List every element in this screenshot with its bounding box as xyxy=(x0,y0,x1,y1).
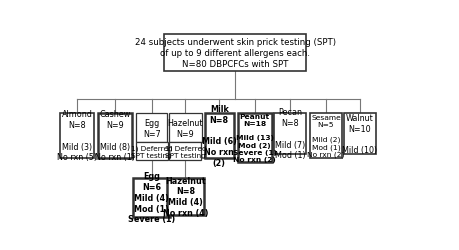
Text: Walnut
N=10

Mild (10): Walnut N=10 Mild (10) xyxy=(342,114,377,154)
FancyBboxPatch shape xyxy=(205,114,234,158)
FancyBboxPatch shape xyxy=(274,114,307,154)
Text: Cashew
N=9

Mild (8)
No rxn (1): Cashew N=9 Mild (8) No rxn (1) xyxy=(95,110,135,162)
Text: Peanut
N=18

Mild (13)
Mod (2)
Severe (1)
No rxn (2): Peanut N=18 Mild (13) Mod (2) Severe (1)… xyxy=(233,113,277,162)
Text: Almond
N=8

Mild (3)
No rxn (5): Almond N=8 Mild (3) No rxn (5) xyxy=(57,110,97,162)
FancyBboxPatch shape xyxy=(169,114,202,142)
Text: Pecan
N=8

Mild (7)
Mod (1): Pecan N=8 Mild (7) Mod (1) xyxy=(275,108,306,160)
FancyBboxPatch shape xyxy=(136,114,167,142)
Text: Egg
N=7: Egg N=7 xyxy=(143,118,161,138)
FancyBboxPatch shape xyxy=(344,114,376,154)
Text: Hazelnut
N=9: Hazelnut N=9 xyxy=(168,118,203,138)
FancyBboxPatch shape xyxy=(169,142,202,161)
FancyBboxPatch shape xyxy=(133,178,170,217)
Text: Egg
N=6
Mild (4)
Mod (1)
Severe (1): Egg N=6 Mild (4) Mod (1) Severe (1) xyxy=(128,172,175,223)
Text: Milk
N=8

Mild (6)
No rxn
(2): Milk N=8 Mild (6) No rxn (2) xyxy=(202,104,237,167)
Text: Sesame
N=5

Mild (2)
Mod (1)
No rxn (2): Sesame N=5 Mild (2) Mod (1) No rxn (2) xyxy=(307,114,345,158)
Text: 24 subjects underwent skin prick testing (SPT)
of up to 9 different allergens ea: 24 subjects underwent skin prick testing… xyxy=(135,38,336,68)
FancyBboxPatch shape xyxy=(60,114,94,158)
Text: 1) Deferred
SPT testing: 1) Deferred SPT testing xyxy=(131,144,173,158)
FancyBboxPatch shape xyxy=(136,142,168,161)
FancyBboxPatch shape xyxy=(164,35,307,72)
Text: Hazelnut
N=8
Mild (4)
No rxn (4): Hazelnut N=8 Mild (4) No rxn (4) xyxy=(162,176,208,217)
FancyBboxPatch shape xyxy=(167,178,204,215)
FancyBboxPatch shape xyxy=(98,114,132,158)
FancyBboxPatch shape xyxy=(238,114,272,162)
FancyBboxPatch shape xyxy=(310,114,342,158)
Text: 1) Deferred
SPT testing: 1) Deferred SPT testing xyxy=(165,144,206,158)
